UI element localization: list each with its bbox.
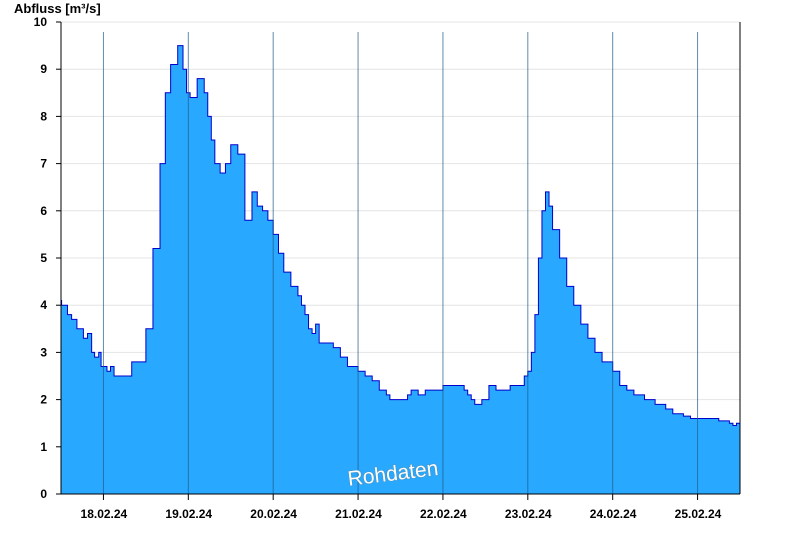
y-tick-label: 9	[40, 62, 47, 76]
y-tick-label: 2	[40, 393, 47, 407]
y-tick-label: 4	[40, 298, 47, 312]
y-tick-label: 10	[34, 15, 48, 29]
axes	[56, 21, 741, 500]
x-tick-label: 21.02.24	[335, 507, 382, 521]
x-tick-labels: 18.02.24 19.02.24 20.02.24 21.02.24 22.02.24…	[81, 507, 722, 521]
y-tick-label: 6	[40, 204, 47, 218]
y-tick-labels: 0 1 2 3 4 5 6 7 8 9 10	[34, 15, 48, 501]
y-tick-label: 5	[40, 251, 47, 265]
x-tick-label: 25.02.24	[675, 507, 722, 521]
x-tick-label: 22.02.24	[420, 507, 467, 521]
y-tick-label: 3	[40, 345, 47, 359]
x-tick-label: 19.02.24	[165, 507, 212, 521]
day-separator-lines	[102, 32, 699, 494]
y-tick-label: 7	[40, 157, 47, 171]
data-area	[61, 45, 740, 494]
y-axis-label: Abfluss [m³/s]	[14, 1, 101, 16]
x-tick-label: 23.02.24	[505, 507, 552, 521]
y-tick-label: 8	[40, 109, 47, 123]
x-tick-label: 18.02.24	[81, 507, 128, 521]
y-tick-label: 0	[40, 487, 47, 501]
y-tick-label: 1	[40, 440, 47, 454]
x-tick-label: 24.02.24	[590, 507, 637, 521]
x-tick-label: 20.02.24	[250, 507, 297, 521]
series-area	[61, 45, 740, 494]
series-line	[61, 45, 740, 427]
